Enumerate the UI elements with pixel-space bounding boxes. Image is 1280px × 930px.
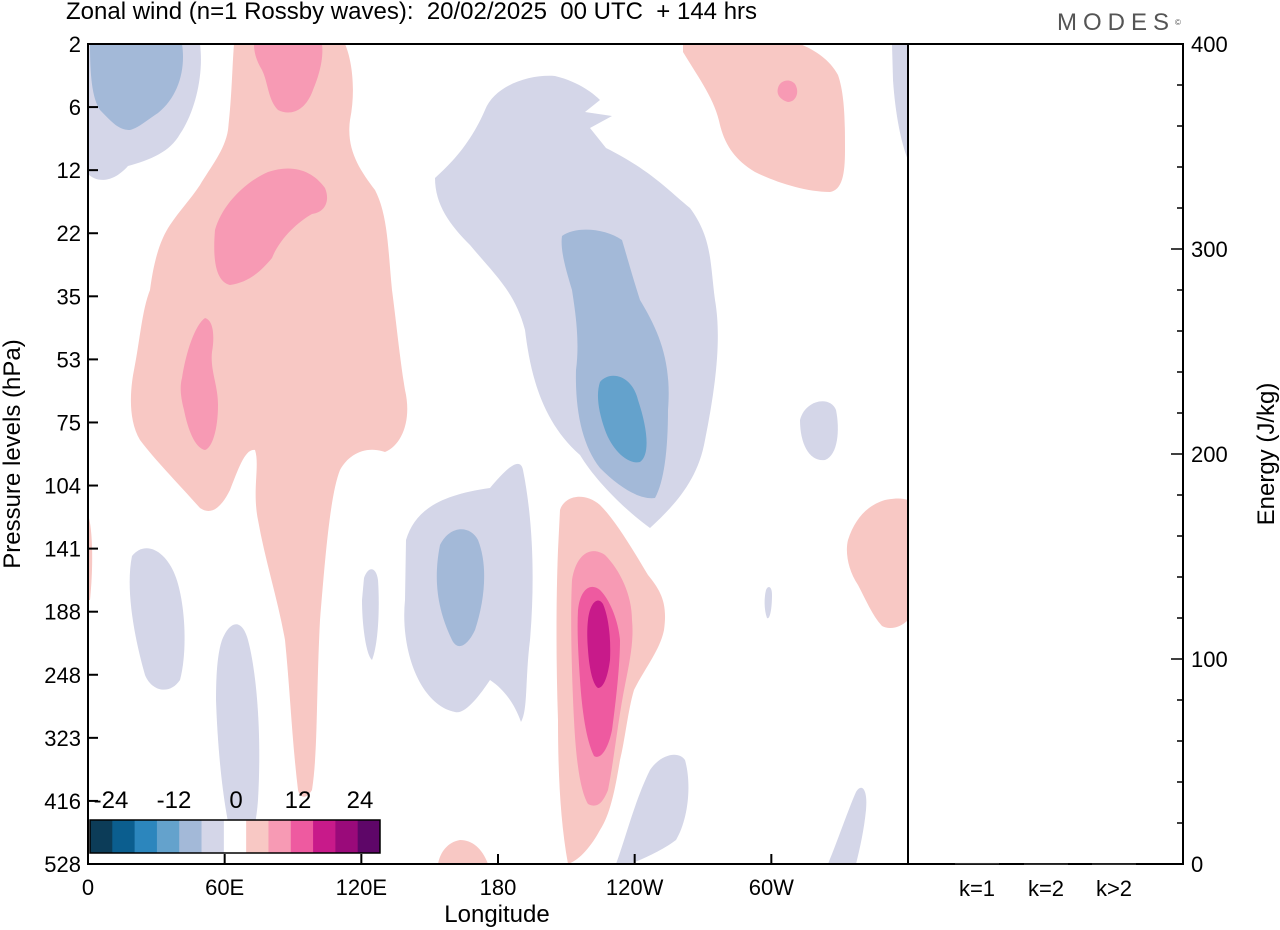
colorbar-swatch (313, 820, 336, 853)
brand-name: MODES (1057, 9, 1176, 36)
contour-positive-right-edge (846, 498, 908, 628)
copyright-mark: © (1175, 18, 1181, 27)
contour-negative-right-small (800, 401, 838, 461)
contour-positive-upper-60W (683, 44, 845, 192)
contour-positive-column-core-top (254, 44, 323, 113)
energy-axis: 0 100 200 300 400 (1171, 32, 1228, 877)
energy-bar (1092, 863, 1136, 865)
energy-tick-label: 100 (1191, 647, 1228, 672)
pressure-tick-label: 35 (57, 284, 81, 309)
x-axis-title: Longitude (444, 901, 549, 928)
longitude-tick-label: 180 (480, 875, 517, 900)
colorbar-swatch (357, 820, 381, 853)
contour-positive-left-edge (88, 515, 93, 600)
colorbar-swatch (223, 820, 247, 853)
contour-positive-column-core-mid (214, 168, 328, 285)
longitude-tick-label: 120W (606, 875, 664, 900)
pressure-tick-label: 248 (44, 663, 81, 688)
pressure-tick-label: 188 (44, 600, 81, 625)
pressure-tick-label: 75 (57, 410, 81, 435)
energy-tick-label: 300 (1191, 237, 1228, 262)
energy-category-label: k=2 (1028, 876, 1064, 901)
colorbar-swatch (268, 820, 292, 853)
contour-negative-tropo-170E-core (436, 529, 485, 647)
pressure-tick-label: 416 (44, 789, 81, 814)
contour-negative-central-peak (597, 375, 647, 463)
colorbar-labels: -24 -12 0 12 24 (94, 787, 374, 814)
contour-positive-upper-60W-core (777, 80, 798, 102)
contour-negative-tropo-55E (216, 624, 260, 853)
energy-tick-label: 400 (1191, 32, 1228, 57)
colorbar-label: -24 (94, 787, 129, 814)
colorbar-label: 0 (229, 787, 242, 814)
energy-plot-frame (907, 43, 1184, 865)
energy-category-label: k>2 (1096, 876, 1132, 901)
colorbar-swatch (90, 820, 113, 853)
pressure-tick-label: 528 (44, 852, 81, 877)
pressure-tick-label: 141 (44, 537, 81, 562)
contour-negative-right-edge (892, 44, 908, 160)
colorbar (89, 819, 381, 854)
contour-negative-lower-35W (828, 787, 867, 864)
y-axis-title: Pressure levels (hPa) (0, 339, 26, 568)
longitude-tick-label: 60E (205, 875, 244, 900)
pressure-tick-label: 6 (69, 95, 81, 120)
colorbar-swatch (112, 820, 136, 853)
chart-title: Zonal wind (n=1 Rossby waves): 20/02/202… (66, 0, 758, 25)
pressure-axis: 2 6 12 22 35 53 75 104 141 188 248 323 416 528 (44, 32, 98, 877)
energy-bar (955, 862, 999, 865)
colorbar-swatch (246, 820, 269, 853)
pressure-tick-label: 53 (57, 347, 81, 372)
energy-bar (1024, 863, 1068, 865)
longitude-axis: 0 60E 120E 180 120W 60W (82, 854, 794, 900)
energy-category-label: k=1 (959, 876, 995, 901)
longitude-tick-label: 60W (749, 875, 794, 900)
colorbar-label: 24 (347, 787, 374, 814)
colorbar-swatch (335, 820, 359, 853)
energy-bars: k=1 k=2 k>2 (955, 862, 1136, 901)
colorbar-swatch (134, 820, 158, 853)
contour-positive-lower-170E (438, 840, 488, 864)
colorbar-swatch (179, 820, 202, 853)
modes-logo: MODES© (1057, 8, 1181, 38)
energy-axis-title: Energy (J/kg) (1253, 383, 1280, 526)
colorbar-swatch (290, 820, 314, 853)
energy-tick-label: 0 (1191, 852, 1203, 877)
colorbar-frame (89, 819, 381, 854)
contour-positive-tropo-140W-core3 (587, 600, 611, 688)
contour-positive-westerly-column (130, 44, 408, 797)
pressure-tick-label: 323 (44, 726, 81, 751)
pressure-tick-label: 22 (57, 221, 81, 246)
pressure-tick-label: 2 (69, 32, 81, 57)
contour-positive-column-core-low (180, 318, 218, 450)
contour-negative-lower-130W (616, 754, 689, 864)
longitude-tick-label: 0 (82, 875, 94, 900)
energy-tick-label: 200 (1191, 442, 1228, 467)
pressure-tick-label: 104 (44, 474, 81, 499)
colorbar-swatch (156, 820, 180, 853)
pressure-tick-label: 12 (57, 158, 81, 183)
contour-negative-tropo-30E (129, 548, 185, 690)
contour-negative-upper-left-core (90, 44, 183, 130)
colorbar-swatch (201, 820, 225, 853)
longitude-tick-label: 120E (336, 875, 387, 900)
colorbar-label: 12 (285, 787, 312, 814)
contour-field (88, 44, 908, 864)
colorbar-label: -12 (157, 787, 192, 814)
contour-negative-tropo-70W (764, 587, 772, 619)
contour-negative-tropo-125E (362, 569, 379, 660)
